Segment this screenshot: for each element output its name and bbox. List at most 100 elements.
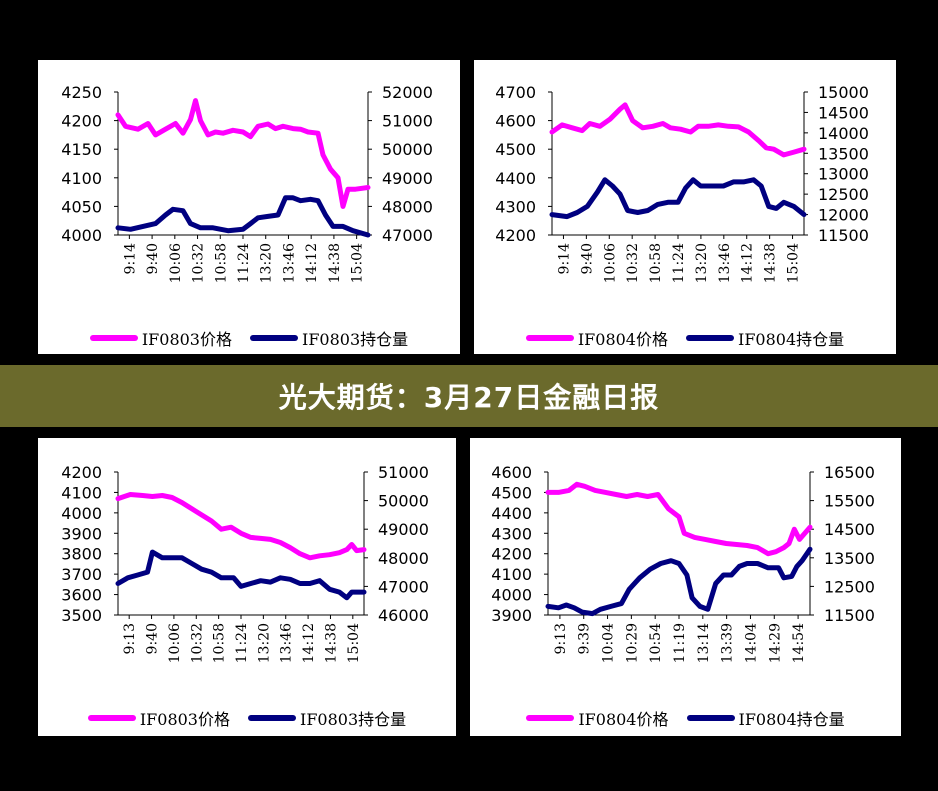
- right-tick-label: 16500: [824, 463, 875, 482]
- legend-label: IF0803持仓量: [302, 330, 409, 349]
- x-tick-label: 14:29: [767, 623, 783, 663]
- legend-label: IF0803价格: [139, 710, 230, 729]
- x-tick-label: 10:06: [168, 243, 184, 283]
- x-tick-label: 13:14: [696, 623, 712, 663]
- legend-item: IF0803价格: [87, 706, 230, 730]
- banner-title: 光大期货：3月27日金融日报: [278, 381, 660, 414]
- right-tick-label: 51000: [382, 112, 433, 131]
- x-tick-label: 14:54: [791, 623, 807, 663]
- series-line-price: [545, 481, 813, 557]
- legend-label: IF0803持仓量: [300, 710, 407, 729]
- chart-svg: 4000 4050 4100 4150 4200 4250 47000 48000 49000 5…: [61, 83, 433, 283]
- x-tick-label: 14:38: [327, 243, 343, 283]
- x-tick-label: 10:06: [602, 243, 618, 283]
- right-tick-label: 11500: [818, 226, 869, 245]
- series-line-open-interest: [545, 546, 813, 617]
- x-tick-label: 13:20: [259, 243, 275, 283]
- right-tick-label: 12500: [818, 185, 869, 204]
- left-tick-label: 4300: [491, 524, 532, 543]
- legend-swatch: [89, 335, 138, 341]
- left-tick-label: 4600: [491, 463, 532, 482]
- left-tick-label: 4500: [491, 483, 532, 502]
- series-line-open-interest: [115, 195, 371, 238]
- right-tick-label: 47000: [382, 226, 433, 245]
- legend-item: IF0804价格: [525, 326, 668, 350]
- x-tick-label: 11:24: [236, 243, 252, 283]
- x-tick-label: 14:38: [323, 623, 339, 663]
- legend-label: IF0804价格: [578, 710, 669, 729]
- x-tick-label: 10:32: [191, 243, 207, 283]
- legend-swatch: [250, 335, 298, 341]
- x-tick-label: 11:24: [671, 243, 687, 283]
- right-tick-label: 50000: [382, 140, 433, 159]
- chart-legend: IF0804价格 IF0804持仓量: [474, 326, 896, 350]
- x-tick-label: 11:24: [234, 623, 250, 663]
- right-tick-label: 48000: [378, 549, 429, 568]
- left-tick-label: 4050: [61, 197, 102, 216]
- right-tick-label: 14000: [818, 124, 869, 143]
- left-tick-label: 3600: [61, 586, 102, 605]
- left-tick-label: 4100: [61, 483, 102, 502]
- x-tick-label: 15:04: [786, 243, 802, 283]
- chart-legend: IF0803价格 IF0803持仓量: [38, 706, 456, 730]
- series-line-price: [115, 98, 371, 209]
- right-tick-label: 49000: [378, 520, 429, 539]
- chart-legend: IF0804价格 IF0804持仓量: [470, 706, 901, 730]
- x-tick-label: 9:40: [145, 243, 161, 274]
- right-tick-label: 13000: [818, 165, 869, 184]
- title-banner: 光大期货：3月27日金融日报: [0, 365, 938, 427]
- x-tick-label: 14:04: [743, 623, 759, 663]
- left-tick-label: 4000: [61, 226, 102, 245]
- legend-item: IF0803持仓量: [250, 326, 408, 350]
- legend-swatch: [526, 715, 575, 721]
- chart-panel-3: 3500 3600 3700 3800 3900 4000 4100 4200 46000 470…: [38, 438, 456, 736]
- x-tick-label: 14:12: [740, 243, 756, 283]
- chart-panel-1: 4000 4050 4100 4150 4200 4250 47000 48000 49000 5…: [38, 60, 460, 354]
- series-line-price: [115, 492, 367, 561]
- right-tick-label: 48000: [382, 197, 433, 216]
- x-tick-label: 15:04: [350, 243, 366, 283]
- chart-svg: 4200430044004500460047001150012000125001…: [495, 83, 869, 283]
- x-tick-label: 10:32: [189, 623, 205, 663]
- right-tick-label: 12000: [818, 206, 869, 225]
- left-tick-label: 4600: [495, 112, 536, 131]
- legend-swatch: [87, 715, 136, 721]
- legend-swatch: [686, 715, 735, 721]
- series-line-price: [549, 102, 807, 158]
- x-tick-label: 10:29: [624, 623, 640, 663]
- legend-item: IF0804持仓量: [686, 326, 844, 350]
- left-tick-label: 4300: [495, 197, 536, 216]
- right-tick-label: 14500: [824, 520, 875, 539]
- left-tick-label: 3900: [61, 524, 102, 543]
- right-tick-label: 46000: [378, 606, 429, 625]
- left-tick-label: 4100: [491, 565, 532, 584]
- x-tick-label: 13:39: [720, 623, 736, 663]
- left-tick-label: 4400: [491, 504, 532, 523]
- left-tick-label: 4200: [495, 226, 536, 245]
- x-tick-label: 9:40: [579, 243, 595, 274]
- right-tick-label: 15000: [818, 83, 869, 102]
- legend-swatch: [525, 335, 574, 341]
- legend-label: IF0804价格: [577, 330, 668, 349]
- legend-label: IF0804持仓量: [738, 330, 845, 349]
- x-tick-label: 13:20: [256, 623, 272, 663]
- left-tick-label: 3700: [61, 565, 102, 584]
- left-tick-label: 4200: [491, 545, 532, 564]
- x-tick-label: 13:20: [694, 243, 710, 283]
- x-tick-label: 15:04: [346, 623, 362, 663]
- x-tick-label: 10:32: [625, 243, 641, 283]
- legend-item: IF0803持仓量: [248, 706, 406, 730]
- x-tick-label: 10:58: [648, 243, 664, 283]
- x-tick-label: 9:14: [122, 243, 138, 275]
- legend-label: IF0804持仓量: [738, 710, 845, 729]
- right-tick-label: 15500: [824, 492, 875, 511]
- left-tick-label: 3500: [61, 606, 102, 625]
- left-tick-label: 3800: [61, 545, 102, 564]
- legend-item: IF0804持仓量: [686, 706, 845, 730]
- chart-panel-4: 3900 4000 4100 4200 4300 4400 4500 4600 11500 125…: [470, 438, 901, 736]
- left-tick-label: 4100: [61, 169, 102, 188]
- x-tick-label: 9:39: [577, 623, 593, 654]
- legend-swatch: [248, 715, 296, 721]
